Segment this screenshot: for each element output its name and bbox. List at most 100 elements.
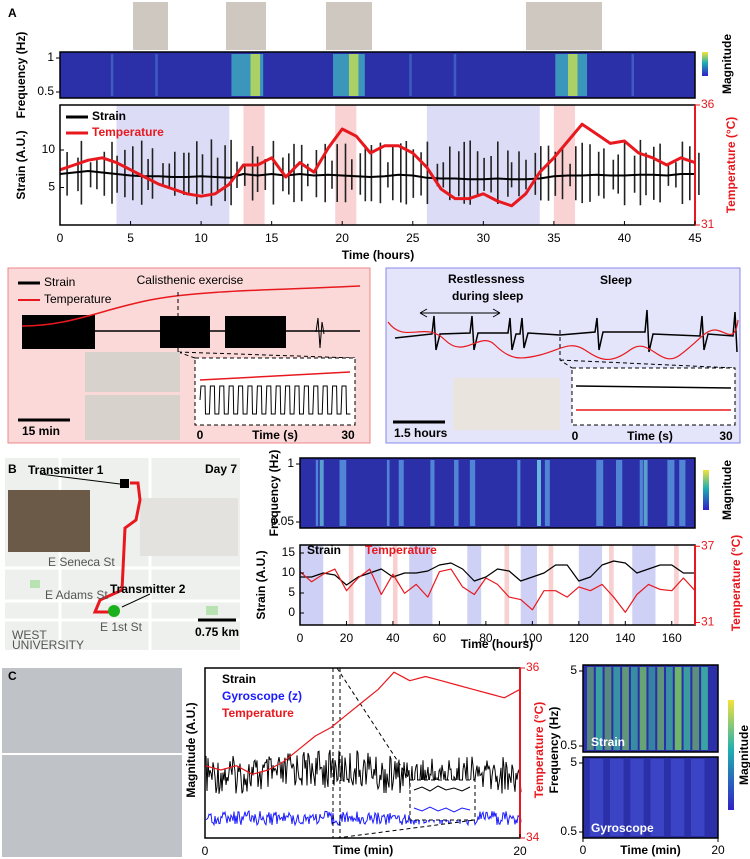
- x-tick-label: 20: [340, 631, 354, 645]
- spectrogram-texture: [537, 460, 541, 526]
- spectrogram-texture: [453, 54, 457, 96]
- shaded-region: [548, 545, 554, 625]
- legend-label: Temperature: [44, 292, 112, 306]
- spectrogram-texture: [639, 667, 647, 750]
- x-tick-label: 40: [386, 631, 400, 645]
- x-tick-label: 25: [406, 231, 420, 245]
- y-tick-label: 0: [288, 605, 295, 619]
- district-label: UNIVERSITY: [12, 638, 84, 652]
- spectrogram-texture: [639, 460, 643, 526]
- y2-axis-label: Temperature (°C): [532, 702, 546, 799]
- y-tick-label: 0.5: [37, 84, 54, 98]
- y-axis-label: Strain (A.U.): [254, 550, 268, 619]
- x-tick-label: 0: [57, 231, 64, 245]
- x-tick-label: 0: [297, 631, 304, 645]
- x-tick-label: 5: [127, 231, 134, 245]
- shaded-region: [504, 545, 510, 625]
- spectrogram-texture: [622, 667, 629, 750]
- signal-texture: [413, 806, 471, 813]
- x-tick-label: 30: [341, 428, 355, 442]
- street-label: E Adams St: [45, 588, 108, 602]
- legend-label: Strain: [92, 109, 126, 123]
- spectrogram-texture: [348, 54, 359, 96]
- x-tick-label: 120: [569, 631, 589, 645]
- shaded-region: [300, 545, 324, 625]
- x-axis-label: Time (hours): [461, 637, 533, 651]
- x-tick-label: 20: [336, 231, 350, 245]
- spectrogram-texture: [339, 460, 347, 526]
- x-axis-label: Time (min): [620, 843, 680, 857]
- inset-zoom-trace: [199, 385, 351, 415]
- panel-label: B: [8, 462, 17, 476]
- spectrogram: [300, 458, 695, 528]
- x-tick-label: 0: [197, 428, 204, 442]
- signal-texture: [413, 785, 471, 792]
- y-axis-label: Frequency (Hz): [267, 450, 281, 537]
- y-axis-label: Strain (A.U.): [14, 130, 28, 199]
- shaded-region: [116, 105, 230, 225]
- x-tick-label: 35: [547, 231, 561, 245]
- colorbar: [702, 52, 708, 76]
- spectrogram-texture: [610, 759, 624, 836]
- photos: [133, 2, 602, 50]
- spectrogram-texture: [517, 460, 521, 526]
- series-line: [59, 122, 696, 208]
- y2-tick-label: 34: [526, 830, 540, 844]
- map: [5, 458, 240, 650]
- legend-label: Gyroscope (z): [222, 689, 302, 703]
- spectrogram-texture: [110, 54, 114, 96]
- x-tick-label: 140: [615, 631, 635, 645]
- x-tick-label: 20: [711, 843, 725, 857]
- spectrogram: [60, 52, 695, 98]
- spectrogram-texture: [155, 54, 158, 96]
- y2-tick-label: 36: [701, 97, 715, 111]
- x-tick-label: 60: [433, 631, 447, 645]
- y-axis-label: Frequency (Hz): [14, 32, 28, 119]
- spectrogram-texture: [250, 54, 261, 96]
- spectrogram-texture: [319, 460, 324, 526]
- spectrogram-label: Gyroscope: [591, 821, 654, 835]
- street-label: E 1st St: [100, 620, 143, 634]
- shaded-region: [365, 545, 382, 625]
- x-tick-label: 0: [580, 843, 587, 857]
- y-tick-label: 10: [282, 565, 296, 579]
- x-axis-label: Time (hours): [342, 248, 414, 262]
- y-tick-label: 1: [287, 456, 294, 470]
- map-label: Transmitter 2: [110, 582, 186, 596]
- legend-label: Strain: [222, 672, 256, 686]
- annotation: during sleep: [452, 289, 523, 303]
- spectrogram-texture: [692, 667, 700, 750]
- inset-title: Sleep: [600, 273, 632, 287]
- shaded-region: [392, 545, 398, 625]
- colorbar: [703, 470, 709, 510]
- spectrogram-texture: [701, 667, 708, 750]
- scale-bar-label: 0.75 km: [195, 625, 239, 639]
- y2-tick-label: 36: [526, 660, 540, 674]
- x-tick-label: 15: [265, 231, 279, 245]
- spectrogram-texture: [630, 667, 638, 750]
- scale-bar-label: 15 min: [22, 424, 60, 438]
- series-line: [300, 560, 695, 586]
- map-title: Day 7: [205, 462, 237, 476]
- spectrogram-texture: [544, 460, 550, 526]
- x-axis-label: Time (s): [627, 429, 673, 443]
- x-tick-label: 20: [513, 844, 527, 858]
- spectrogram-texture: [648, 667, 656, 750]
- x-axis-label: Time (s): [252, 428, 298, 442]
- spectrogram-texture: [613, 667, 621, 750]
- spectrogram-texture: [454, 460, 459, 526]
- spectrogram-texture: [568, 54, 578, 96]
- spectrogram-texture: [386, 460, 390, 526]
- spectrogram-texture: [409, 54, 412, 96]
- district-label: WEST: [12, 628, 47, 642]
- spectrogram-texture: [674, 667, 682, 750]
- inset-left-traces: [18, 281, 361, 440]
- shaded-region: [578, 545, 603, 625]
- shaded-region: [409, 545, 433, 625]
- x-tick-label: 100: [522, 631, 542, 645]
- y-axis-label: Magnitude (A.U.): [184, 702, 198, 797]
- spectrogram-texture: [679, 460, 686, 526]
- spectrogram-texture: [616, 460, 623, 526]
- y-tick-label: 5: [570, 663, 577, 677]
- panel-label: C: [8, 669, 17, 683]
